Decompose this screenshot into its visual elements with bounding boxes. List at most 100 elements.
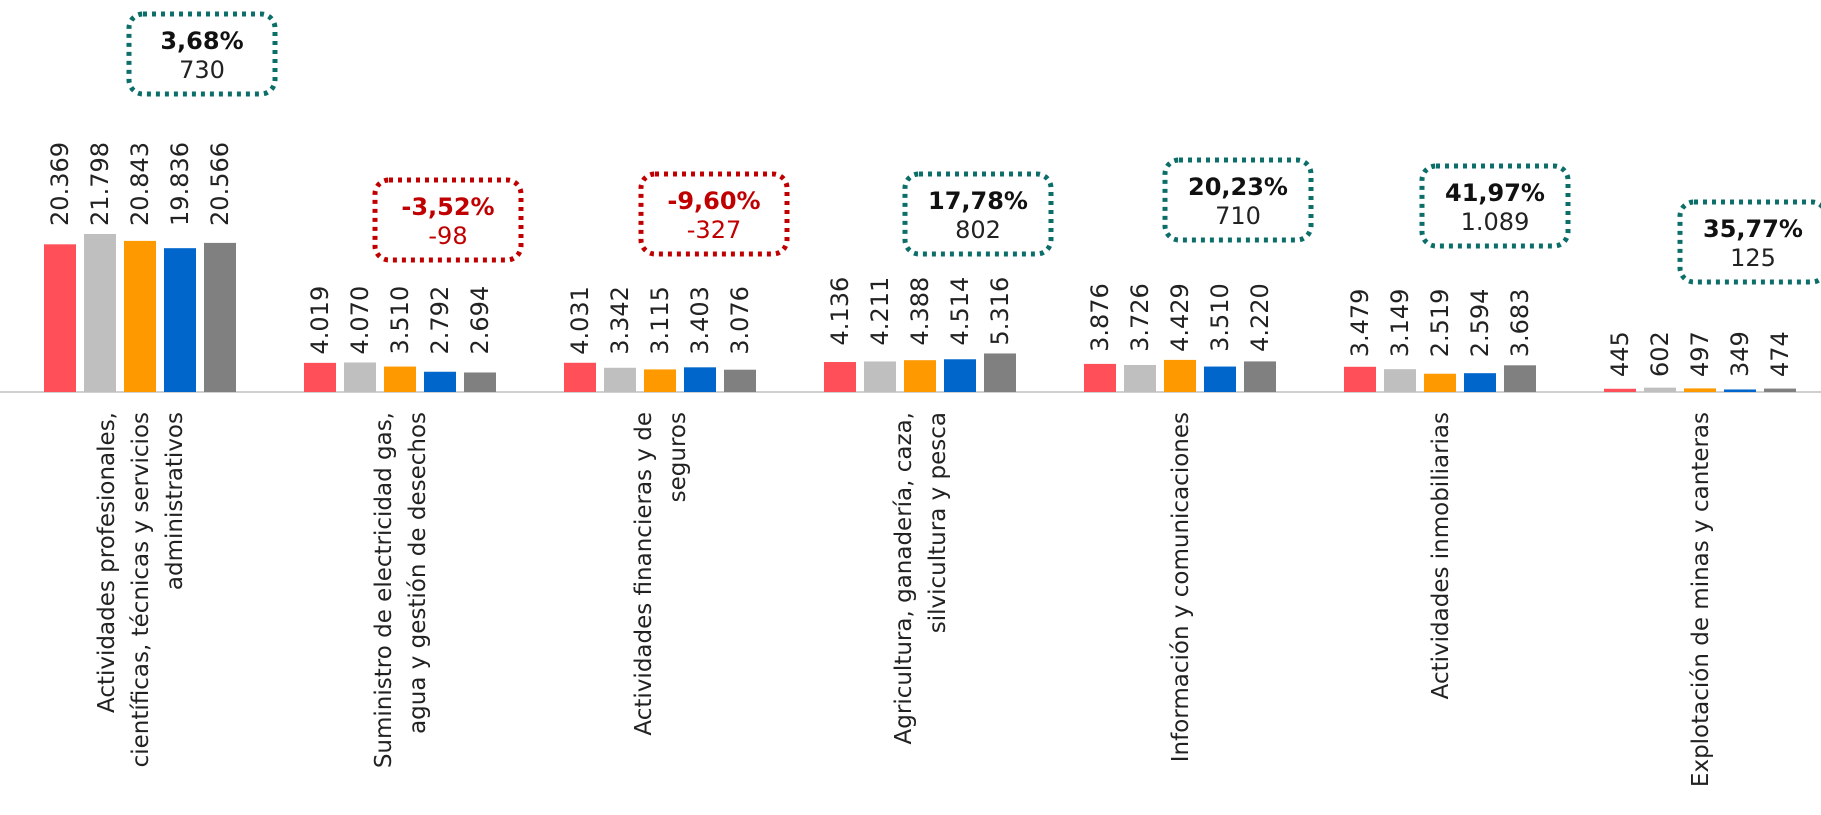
category-label-6-line-1: Actividades inmobiliarias [1428,412,1454,699]
category-label-4-line-2: silvicultura y pesca [925,412,951,633]
change-box-6 [1419,163,1571,249]
bar-4-2 [864,361,896,392]
change-pct-3: -9,60% [667,187,760,215]
value-label-5-5: 4.220 [1246,283,1274,352]
bar-6-4 [1464,373,1496,392]
value-label-5-1: 3.876 [1086,283,1114,352]
category-label-1-line-2: científicas, técnicas y servicios [128,412,154,767]
bar-1-3 [124,240,156,392]
bar-1-2 [84,233,116,392]
change-pct-6: 41,97% [1445,179,1545,207]
change-box-2 [372,177,524,263]
value-label-1-5: 20.566 [206,142,234,226]
value-label-3-2: 3.342 [606,286,634,355]
change-abs-7: 125 [1730,244,1776,272]
bar-4-3 [904,360,936,392]
value-label-7-2: 602 [1646,331,1674,377]
change-abs-4: 802 [955,216,1001,244]
change-box-5 [1162,157,1314,243]
value-label-1-2: 21.798 [86,142,114,226]
change-abs-2: -98 [428,222,467,250]
bar-4-1 [824,362,856,392]
bar-2-1 [304,362,336,392]
bar-6-3 [1424,373,1456,392]
value-label-6-5: 3.683 [1506,289,1534,358]
value-label-2-2: 4.070 [346,286,374,355]
category-label-1-line-3: administrativos [162,412,188,590]
category-label-3-line-1: Actividades financieras y de [631,412,657,736]
category-label-7-line-1: Explotación de minas y canteras [1688,412,1714,787]
change-pct-2: -3,52% [401,193,494,221]
bar-1-1 [44,244,76,392]
bar-1-5 [204,242,236,392]
bar-3-2 [604,367,636,392]
category-label-2-line-1: Suministro de electricidad gas, [371,412,397,768]
bar-5-3 [1164,359,1196,392]
value-label-2-3: 3.510 [386,286,414,355]
value-label-2-1: 4.019 [306,286,334,355]
bar-7-2 [1644,387,1676,392]
bar-3-4 [684,367,716,392]
value-label-7-1: 445 [1606,331,1634,377]
category-label-4-line-1: Agricultura, ganadería, caza, [891,412,917,744]
value-label-7-5: 474 [1766,331,1794,377]
bar-5-1 [1084,363,1116,392]
value-label-3-3: 3.115 [646,286,674,355]
bar-7-1 [1604,388,1636,392]
category-label-5-line-1: Información y comunicaciones [1168,412,1194,762]
value-label-1-4: 19.836 [166,142,194,226]
change-box-3 [638,171,790,257]
change-pct-4: 17,78% [928,187,1028,215]
value-label-2-5: 2.694 [466,286,494,355]
bar-3-1 [564,362,596,392]
value-label-4-5: 5.316 [986,277,1014,346]
change-abs-5: 710 [1215,202,1261,230]
change-pct-1: 3,68% [160,27,243,55]
change-abs-3: -327 [687,216,741,244]
bar-3-5 [724,369,756,392]
value-label-3-4: 3.403 [686,286,714,355]
bar-7-4 [1724,389,1756,392]
bar-4-5 [984,353,1016,392]
bar-2-3 [384,366,416,392]
value-label-6-4: 2.594 [1466,289,1494,358]
value-label-4-3: 4.388 [906,277,934,346]
change-abs-6: 1.089 [1461,208,1530,236]
value-label-2-4: 2.792 [426,286,454,355]
value-label-7-4: 349 [1726,331,1754,377]
bar-7-5 [1764,388,1796,392]
bar-3-3 [644,369,676,392]
value-label-1-1: 20.369 [46,142,74,226]
value-label-3-5: 3.076 [726,286,754,355]
bar-6-2 [1384,369,1416,392]
category-label-1-line-1: Actividades profesionales, [94,412,120,713]
change-abs-1: 730 [179,56,225,84]
change-box-4 [902,171,1054,257]
value-label-5-2: 3.726 [1126,283,1154,352]
change-pct-7: 35,77% [1703,215,1803,243]
value-label-6-1: 3.479 [1346,289,1374,358]
bar-5-4 [1204,366,1236,392]
bar-6-5 [1504,365,1536,392]
category-label-3-line-2: seguros [665,412,691,502]
bar-5-2 [1124,364,1156,392]
bar-5-5 [1244,361,1276,392]
value-label-5-3: 4.429 [1166,283,1194,352]
value-label-3-1: 4.031 [566,286,594,355]
bar-6-1 [1344,366,1376,392]
value-label-4-1: 4.136 [826,277,854,346]
value-label-5-4: 3.510 [1206,283,1234,352]
bar-2-2 [344,362,376,392]
value-label-4-4: 4.514 [946,277,974,346]
value-label-6-2: 3.149 [1386,289,1414,358]
category-label-2-line-2: agua y gestión de desechos [405,412,431,734]
bar-4-4 [944,359,976,392]
bar-7-3 [1684,388,1716,392]
bar-1-4 [164,248,196,392]
value-label-1-3: 20.843 [126,142,154,226]
value-label-7-3: 497 [1686,331,1714,377]
change-box-7 [1677,199,1821,285]
value-label-6-3: 2.519 [1426,289,1454,358]
value-label-4-2: 4.211 [866,277,894,346]
